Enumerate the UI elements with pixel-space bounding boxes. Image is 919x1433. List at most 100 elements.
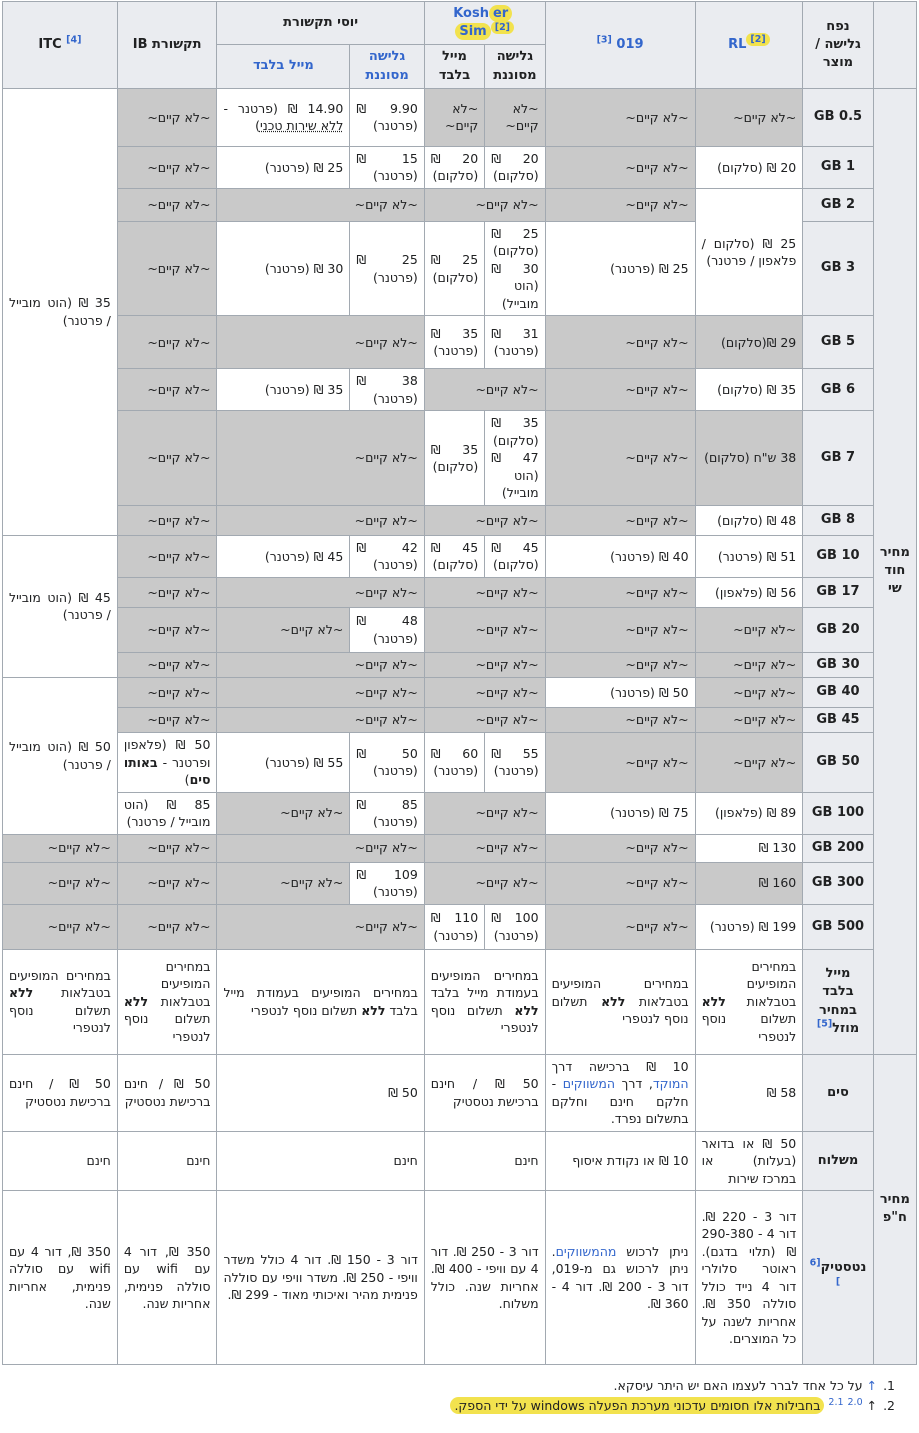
- row-gb-2: GB 2 25 ₪ (סלקום / פלאפון / פרטנר) ~לא קיי…: [3, 187, 917, 317]
- value-cell: 25 ₪ (סלקום) 30 ₪ (הוט מובייל): [484, 220, 546, 317]
- not-exists-cell: ~לא קיים~: [544, 368, 696, 412]
- text-segment: במחירים המופיעים בטבלאות: [148, 958, 211, 1009]
- not-exists-cell: ~לא קיים~: [216, 676, 425, 708]
- row-sim: מחיר ח"פ סים 58 ₪ 10 ₪ ברכישה דרך המוקד, דר…: [2, 1053, 918, 1366]
- not-exists-cell: ~לא קיים~: [544, 833, 696, 863]
- value-cell: 50 ₪ (הוט מובייל / פרטנר): [2, 676, 118, 835]
- ref-link[interactable]: 2.0: [847, 1396, 863, 1408]
- not-exists-cell: ~לא קיים~: [544, 576, 696, 608]
- not-exists-cell: ~לא קיים~: [116, 861, 218, 905]
- text-segment: 160 ₪: [758, 875, 797, 891]
- value-cell: 55 ₪ (פרטנר): [216, 732, 351, 793]
- ref-link[interactable]: [2]: [490, 20, 515, 34]
- text-link[interactable]: מייל בלבד: [252, 58, 314, 74]
- not-exists-cell: ~לא קיים~: [216, 833, 425, 863]
- not-exists-cell: ~לא קיים~: [116, 606, 218, 653]
- value-cell: 10 ₪ ברכישה דרך המוקד, דרך המשווקים - חל…: [544, 1053, 696, 1132]
- text-link[interactable]: Kosh: [453, 6, 489, 21]
- row-gb-5: GB 5 29 ₪(סלקום) ~לא קיים~ 31 ₪ (פרטנר) 35 ₪…: [3, 315, 917, 370]
- footnote-2: 2. ↑ 2.0 2.1 בחבילות אלו חסומים עדכוני מע…: [0, 1396, 895, 1416]
- value-cell: חינם: [116, 1130, 218, 1192]
- ref-link[interactable]: [3]: [596, 34, 612, 46]
- text-segment: במחירים המופיעים בעמודת מייל בלבד: [430, 967, 539, 1001]
- value-cell: 35 ₪ (פרטנר): [423, 315, 486, 370]
- ref-link[interactable]: [4]: [66, 34, 82, 46]
- text-segment: 50 ₪ או בדואר (בעלות) או במרכז שירות: [701, 1135, 797, 1186]
- text-segment: 42 ₪ (פרטנר): [356, 539, 418, 573]
- text-link[interactable]: מהמשווקים: [555, 1243, 617, 1259]
- text-segment: 25 ₪ (סלקום / פלאפון / פרטנר): [701, 235, 797, 269]
- value-cell: חינם: [216, 1130, 425, 1192]
- not-exists-cell: ~לא קיים~: [694, 732, 804, 793]
- text-segment: 50 ₪ / חינם ברכישת נטסטיק: [123, 1076, 211, 1109]
- text-segment: 55 ₪ (פרטנר): [491, 745, 539, 779]
- not-exists-cell: ~לא קיים~: [423, 861, 546, 905]
- not-exists-cell: ~לא קיים~: [544, 504, 696, 536]
- text-segment: 60 ₪ (פרטנר): [430, 745, 479, 779]
- footnote-number: 1.: [883, 1378, 895, 1394]
- subcol-kosher-filtered-browsing: גלישה מסוננת: [484, 44, 546, 89]
- text-segment: 51 ₪ (פרטנר): [717, 548, 797, 564]
- value-cell: 20 ₪ (סלקום): [694, 145, 804, 189]
- text-segment: 350 ₪, דור 4 עם wifi עם סוללה פנימית, אח…: [123, 1243, 211, 1312]
- row-gb-17: GB 17 56 ₪ (פלאפון) ~לא קיים~ ~לא קיים~ ~לא …: [3, 576, 917, 608]
- not-exists-cell: ~לא קיים~: [423, 833, 546, 863]
- col-header-yossi-tikshoret: יוסי תקשורת: [216, 0, 425, 46]
- text-segment: ללא: [123, 993, 149, 1009]
- not-exists-cell: ~לא קיים~: [544, 187, 696, 222]
- value-cell: ניתן לרכוש מהמשווקים. ניתן לרכוש גם מ-01…: [544, 1190, 696, 1366]
- ref-link[interactable]: [2]: [746, 33, 770, 47]
- text-link[interactable]: ↑: [866, 1378, 878, 1394]
- text-segment: 56 ₪ (פלאפון): [714, 584, 797, 600]
- text-segment: 50 ₪ / חינם ברכישת נטסטיק: [9, 1076, 111, 1109]
- row-header: GB 100: [802, 791, 874, 835]
- value-cell: 100 ₪ (פרטנר): [484, 903, 546, 950]
- ref-link[interactable]: 2.1: [828, 1396, 844, 1408]
- ref-link[interactable]: [5]: [816, 1018, 833, 1030]
- text-segment: תשלום נוסף לנטפרי: [701, 1011, 797, 1044]
- text-segment: 25 ₪ (פרטנר): [356, 252, 418, 285]
- row-gb-100: GB 100 89 ₪ (פלאפון) 75 ₪ (פרטנר) ~לא קיים~…: [3, 791, 917, 835]
- col-header-ib-tikshoret: IB תקשורת: [116, 1, 218, 89]
- ref-link[interactable]: [6]: [809, 1258, 841, 1288]
- value-cell: 50 ₪ (פרטנר): [544, 676, 696, 708]
- text-segment: 35 ₪ (פרטנר): [264, 382, 344, 397]
- text-segment: בחבילות אלו חסומים עדכוני מערכת הפעלה wi…: [450, 1396, 825, 1414]
- col-header-itc: ITC [4]: [2, 1, 118, 89]
- not-exists-cell: ~לא קיים~: [544, 315, 696, 370]
- text-segment: 35 ₪ (סלקום): [717, 382, 797, 397]
- value-cell: 85 ₪ (הוט מובייל / פרטנר): [116, 791, 218, 835]
- not-exists-cell: ~לא קיים~: [116, 576, 218, 608]
- not-exists-cell: ~לא קיים~: [694, 706, 804, 734]
- not-exists-cell: ~לא קיים~: [116, 220, 218, 317]
- text-segment: תשלום נוסף לנטפרי: [551, 993, 689, 1027]
- not-exists-cell: ~לא קיים~: [694, 606, 804, 653]
- text-segment: ללא: [601, 993, 626, 1009]
- value-cell: 110 ₪ (פרטנר): [423, 903, 486, 950]
- value-cell: 10 ₪ או נקודת איסוף: [544, 1130, 696, 1192]
- value-cell: 15 ₪ (פרטנר): [349, 145, 425, 189]
- value-cell: 25 ₪ (סלקום): [423, 220, 486, 317]
- text-segment: 45 ₪ (סלקום): [430, 539, 479, 573]
- not-exists-cell: ~לא קיים~: [544, 903, 696, 950]
- text-link[interactable]: RL: [728, 36, 747, 52]
- row-header: סים: [802, 1053, 874, 1132]
- row-gb-6: GB 6 35 ₪ (סלקום) ~לא קיים~ ~לא קיים~ 38 ₪ (…: [3, 368, 917, 412]
- text-segment: 50 ₪ (פרטנר): [356, 745, 418, 779]
- row-gb-3: GB 3 25 ₪ (פרטנר) 25 ₪ (סלקום) 30 ₪ (הוט מ…: [3, 220, 917, 317]
- text-segment: תשלום נוסף לנטפרי: [430, 1002, 539, 1036]
- text-segment: ↑: [862, 1397, 878, 1413]
- text-segment: , דרך: [615, 1076, 653, 1092]
- text-link[interactable]: המוקד: [652, 1076, 689, 1092]
- text-link[interactable]: גלישה מסוננת: [365, 49, 409, 83]
- text-link[interactable]: 019: [616, 36, 644, 52]
- header-row-1: נפח גלישה / מוצר RL [2] [3] 019 Kosh er Sim [2…: [2, 0, 918, 89]
- text-segment: 14.90 ₪ (פרטנר -: [223, 100, 344, 116]
- subcol-kosher-mail-only: מייל בלבד: [423, 44, 486, 89]
- text-link[interactable]: המשווקים: [562, 1076, 616, 1092]
- row-gb-45: GB 45 ~לא קיים~ ~לא קיים~ ~לא קיים~ ~לא קיים…: [3, 706, 917, 734]
- value-cell: 50 ₪ (פרטנר): [349, 732, 425, 793]
- value-cell: דור 3 - 220 ₪. דור 4 - 290-380 ₪ (תלוי ב…: [694, 1190, 804, 1366]
- not-exists-cell: ~לא קיים~: [116, 315, 218, 370]
- value-cell: 50 ₪ (פלאפון ופרטנר - באותו סים): [116, 732, 218, 793]
